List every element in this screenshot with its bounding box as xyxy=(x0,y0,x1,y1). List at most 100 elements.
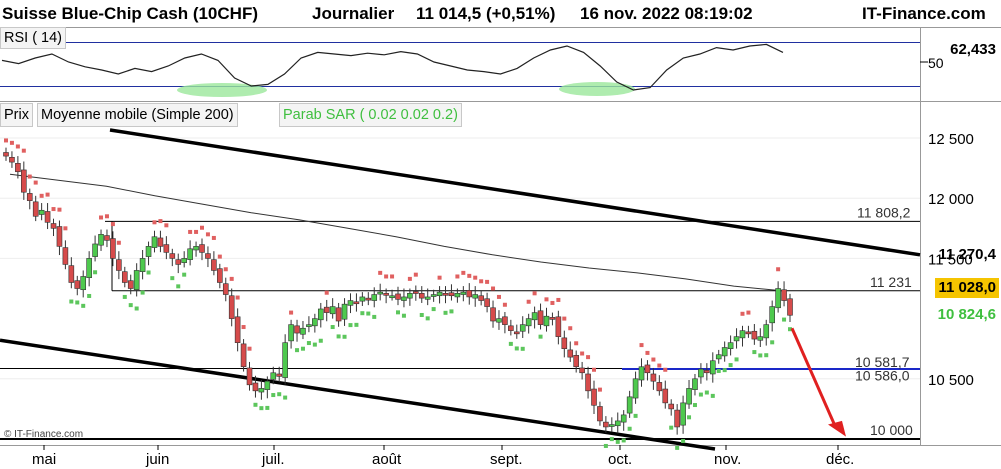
candle-body xyxy=(430,294,437,297)
candle-body xyxy=(312,318,318,327)
candle-body xyxy=(502,316,508,325)
sar-dot xyxy=(390,274,395,279)
candle-body xyxy=(169,253,176,259)
candle-body xyxy=(442,293,449,296)
sar-dot xyxy=(538,334,543,339)
sar-dot xyxy=(603,443,608,448)
candle-body xyxy=(698,368,704,378)
candle-body xyxy=(32,201,39,217)
candle-body xyxy=(86,258,92,278)
sar-dot xyxy=(211,235,216,240)
candle-body xyxy=(525,318,532,327)
sar-dot xyxy=(277,392,282,397)
candle-body xyxy=(656,382,663,392)
candle-body xyxy=(674,409,680,428)
legend-price[interactable]: Prix xyxy=(0,103,33,127)
sar-dot xyxy=(182,272,187,277)
candle-body xyxy=(692,378,698,390)
sar-dot xyxy=(75,300,80,305)
candle-body xyxy=(733,336,740,342)
candle-body xyxy=(276,373,283,377)
candle-body xyxy=(181,258,187,263)
sar-dot xyxy=(300,346,305,351)
level-label: 11 808,2 xyxy=(857,204,911,220)
sar-dot xyxy=(722,368,727,373)
candle-body xyxy=(448,292,455,297)
sar-dot xyxy=(110,222,115,227)
sar-dot xyxy=(205,232,210,237)
sar-dot xyxy=(241,325,246,330)
sar-dot xyxy=(122,294,127,299)
annotations xyxy=(790,327,846,437)
chart-header: Suisse Blue-Chip Cash (10CHF) Journalier… xyxy=(0,0,1001,30)
sar-dot xyxy=(289,310,294,315)
candle-body xyxy=(508,325,514,331)
candle-body xyxy=(116,259,122,271)
candle-body xyxy=(413,291,419,294)
candle-body xyxy=(709,360,716,375)
chart-credit: © IT-Finance.com xyxy=(4,429,84,440)
candle-body xyxy=(3,152,9,157)
sar-dot xyxy=(627,426,632,431)
candle-body xyxy=(335,307,342,322)
sar-dot xyxy=(758,353,763,358)
legend-sma[interactable]: Moyenne mobile (Simple 200) xyxy=(37,103,238,127)
sar-dot xyxy=(188,229,193,234)
candle-body xyxy=(591,388,597,406)
sar-dot xyxy=(520,346,525,351)
sar-dot xyxy=(170,276,175,281)
x-tick-label: juin xyxy=(145,451,169,468)
sar-dot xyxy=(259,406,264,411)
sar-dot xyxy=(687,415,692,420)
sar-dot xyxy=(283,395,288,400)
sar-dot xyxy=(99,215,104,220)
sar-dot xyxy=(45,192,50,197)
sar-dot xyxy=(330,325,335,330)
rsi-label: RSI ( 14) xyxy=(0,27,67,49)
candle-body xyxy=(395,293,401,300)
sar-dot xyxy=(21,148,26,153)
y-tick-label: 12 500 xyxy=(928,131,974,148)
rsi-line xyxy=(1,43,784,91)
sar-dot xyxy=(164,223,169,228)
candle-body xyxy=(234,316,241,343)
y-tick-label: 11 500 xyxy=(928,251,973,268)
sar-dot xyxy=(378,270,383,275)
sar-dot xyxy=(354,322,359,327)
candle-body xyxy=(98,234,104,246)
sar-dot xyxy=(532,291,537,296)
sar-dot xyxy=(81,303,86,308)
candle-body xyxy=(626,396,633,414)
sar-dot xyxy=(621,438,626,443)
candle-body xyxy=(638,366,645,381)
candle-body xyxy=(549,317,556,320)
candle-body xyxy=(383,293,389,296)
sar-dot xyxy=(271,393,276,398)
sar-dot xyxy=(116,240,121,245)
candle-body xyxy=(288,324,294,342)
sar-dot xyxy=(295,348,300,353)
sar-dot xyxy=(526,299,531,304)
period-label: Journalier xyxy=(312,4,395,23)
level-label: 10 581,7 xyxy=(855,354,910,370)
candle-body xyxy=(757,336,764,341)
instrument-title: Suisse Blue-Chip Cash (10CHF) xyxy=(2,4,258,23)
candle-body xyxy=(175,259,182,265)
sar-dot xyxy=(407,276,412,281)
candle-body xyxy=(139,258,146,272)
sar-dot xyxy=(15,144,20,149)
sar-dot xyxy=(788,327,792,332)
sar-dot xyxy=(776,267,781,272)
sar-dot xyxy=(568,326,573,331)
rsi-oversold-highlight xyxy=(559,82,635,96)
x-tick-label: mai xyxy=(32,451,56,468)
candle-body xyxy=(341,303,348,320)
candle-body xyxy=(21,169,27,193)
legend-sar[interactable]: Parab SAR ( 0.02 0.02 0.2) xyxy=(279,103,462,127)
sar-dot xyxy=(502,302,507,307)
candle-body xyxy=(686,388,692,405)
candle-body xyxy=(44,211,51,223)
sar-dot xyxy=(633,413,638,418)
sar-dot xyxy=(752,350,757,355)
candle-body xyxy=(466,290,473,298)
